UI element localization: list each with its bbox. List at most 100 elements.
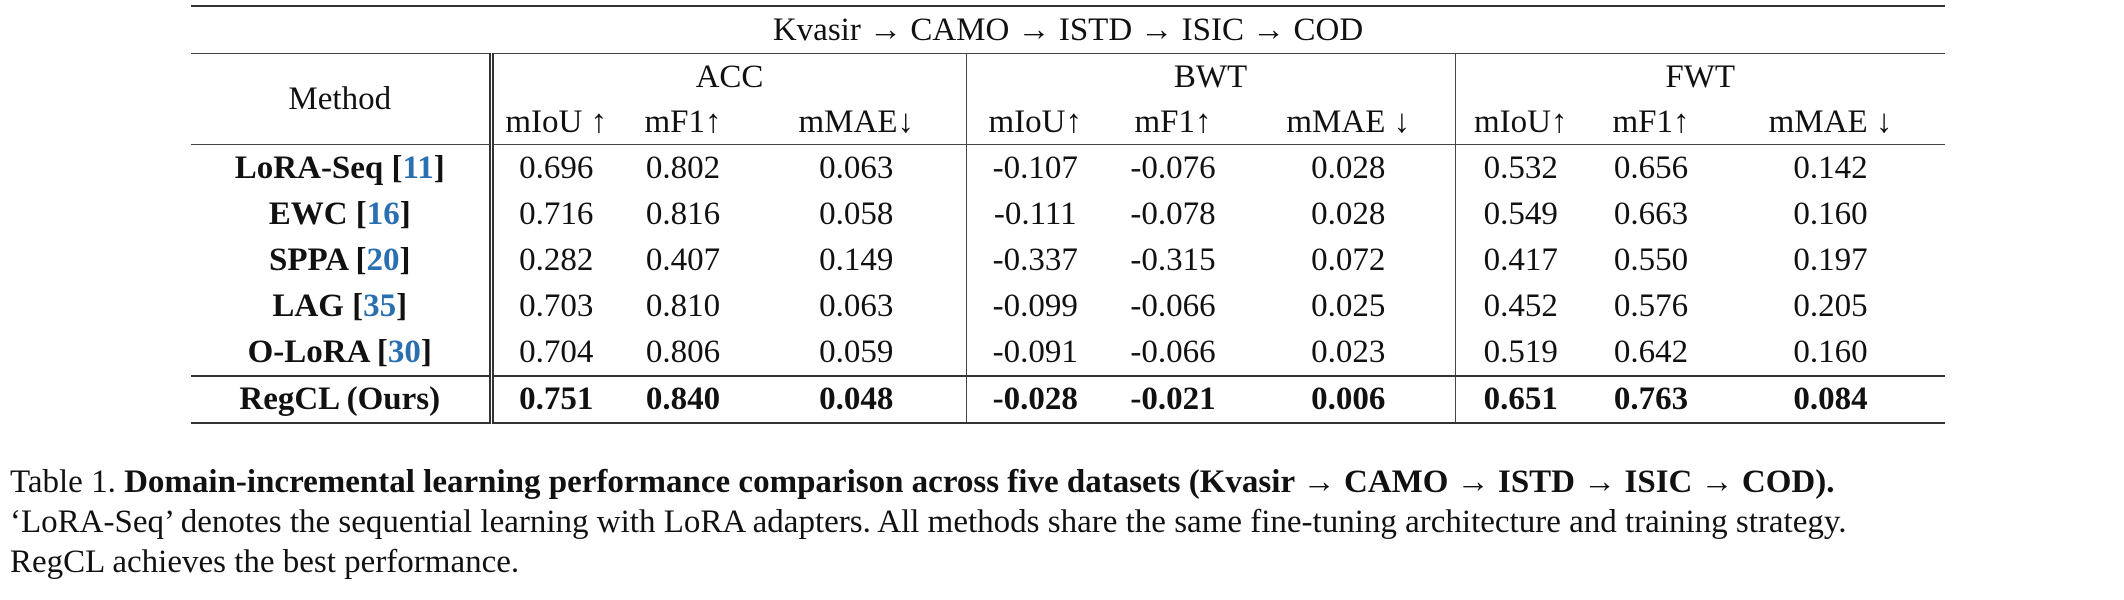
table-cell: 0.651 — [1454, 375, 1586, 424]
table-cell: 0.703 — [488, 283, 619, 329]
table-cell: 0.058 — [819, 195, 894, 232]
table-cell: 0.452 — [1454, 283, 1586, 329]
method-name: O-LoRA [30] — [247, 333, 432, 370]
table-cell: 0.417 — [1454, 237, 1586, 283]
metric-header: mMAE ↓ — [1768, 103, 1893, 140]
group-fwt-header: FWT — [1454, 53, 1946, 100]
table-cell: 0.816 — [645, 195, 721, 232]
table-cell: 0.149 — [819, 241, 894, 278]
table-cell: -0.091 — [965, 329, 1104, 376]
table-cell: 0.205 — [1793, 287, 1868, 324]
table-cell: -0.111 — [965, 191, 1104, 237]
span-title-row: Kvasir → CAMO → ISTD → ISIC → COD — [191, 5, 1946, 54]
table-cell: 0.059 — [819, 333, 894, 370]
table-row: SPPA [20] 0.282 0.407 0.149 -0.337 -0.315 0.07… — [191, 237, 1945, 283]
method-name: SPPA [20] — [269, 241, 411, 278]
table-row: LAG [35] 0.703 0.810 0.063 -0.099 -0.066 0.025… — [191, 283, 1945, 329]
method-name: RegCL (Ours) — [191, 375, 491, 424]
metric-header: mMAE↓ — [798, 103, 915, 140]
span-title: Kvasir → CAMO → ISTD → ISIC → COD — [191, 5, 1946, 54]
method-label: SPPA — [269, 241, 348, 278]
table-cell: 0.197 — [1793, 241, 1868, 278]
metric-header: mIoU↑ — [965, 100, 1104, 145]
table-cell: 0.549 — [1454, 191, 1586, 237]
table-cell: -0.021 — [1104, 375, 1242, 424]
metric-header: mIoU ↑ — [488, 100, 619, 145]
method-name: EWC [16] — [268, 195, 411, 232]
group-bwt-header: BWT — [965, 53, 1455, 100]
table-cell: -0.028 — [965, 375, 1104, 424]
table-cell: 0.063 — [819, 287, 894, 324]
metric-header-row: mIoU ↑ mF1↑ mMAE↓ mIoU↑ mF1↑ mMAE ↓ mIoU… — [191, 100, 1945, 145]
table-row: EWC [16] 0.716 0.816 0.058 -0.111 -0.078 0.028… — [191, 191, 1945, 237]
table-cell: 0.142 — [1716, 144, 1946, 191]
table-cell: 0.084 — [1716, 375, 1946, 424]
table-cell: -0.078 — [1130, 195, 1216, 232]
table-cell: -0.315 — [1130, 241, 1216, 278]
caption-line: ‘LoRA-Seq’ denotes the sequential learni… — [10, 504, 1847, 540]
table-cell: 0.028 — [1311, 195, 1386, 232]
table-cell: 0.763 — [1586, 375, 1716, 424]
results-table: Kvasir → CAMO → ISTD → ISIC → COD Method… — [191, 5, 1946, 424]
citation-link[interactable]: 11 — [402, 149, 434, 186]
table-cell: 0.810 — [645, 287, 721, 324]
table-cell: 0.696 — [488, 144, 619, 191]
method-label: LAG — [272, 287, 344, 324]
table-cell: 0.519 — [1454, 329, 1586, 376]
table-cell: 0.006 — [1242, 375, 1455, 424]
metric-header: mF1↑ — [1612, 103, 1690, 140]
citation-link[interactable]: 30 — [387, 333, 421, 370]
table-cell: 0.802 — [619, 144, 747, 191]
method-label: O-LoRA — [247, 333, 369, 370]
citation-link[interactable]: 16 — [366, 195, 400, 232]
table-cell: 0.840 — [619, 375, 747, 424]
method-header: Method — [191, 53, 491, 145]
table-cell: 0.023 — [1311, 333, 1386, 370]
caption-label: Table 1. — [10, 464, 125, 500]
metric-header: mF1↑ — [1134, 103, 1212, 140]
method-name: LoRA-Seq [11] — [191, 144, 491, 191]
metric-header: mF1↑ — [644, 103, 722, 140]
table-cell: -0.076 — [1104, 144, 1242, 191]
table-cell: -0.066 — [1130, 287, 1216, 324]
table-cell: 0.407 — [645, 241, 721, 278]
metric-header: mIoU↑ — [1454, 100, 1586, 145]
table-cell: 0.806 — [645, 333, 721, 370]
method-name: LAG [35] — [272, 287, 408, 324]
table-cell: 0.028 — [1242, 144, 1455, 191]
group-header-row: Method ACC BWT FWT — [191, 53, 1946, 145]
table-cell: 0.282 — [488, 237, 619, 283]
method-label: LoRA-Seq — [234, 149, 384, 186]
table-cell: 0.532 — [1454, 144, 1586, 191]
table-cell: -0.099 — [965, 283, 1104, 329]
table-cell: 0.751 — [488, 375, 619, 424]
table-cell: 0.063 — [747, 144, 966, 191]
table-row-ours: RegCL (Ours) 0.751 0.840 0.048 -0.028 -0… — [191, 375, 1946, 424]
table-cell: 0.656 — [1586, 144, 1716, 191]
table-cell: 0.642 — [1613, 333, 1689, 370]
table-caption: Table 1. Domain-incremental learning per… — [10, 462, 2120, 582]
table-cell: -0.107 — [965, 144, 1104, 191]
table-body: LoRA-Seq [11] 0.696 0.802 0.063 -0.107 -0.076… — [191, 144, 1946, 376]
table-cell: 0.048 — [747, 375, 966, 424]
table-cell: -0.337 — [965, 237, 1104, 283]
table-cell: 0.716 — [488, 191, 619, 237]
caption-title: Domain-incremental learning performance … — [124, 464, 1835, 500]
caption-line: RegCL achieves the best performance. — [10, 544, 520, 580]
table-cell: 0.160 — [1793, 333, 1868, 370]
table-cell: 0.663 — [1613, 195, 1689, 232]
method-label: EWC — [268, 195, 348, 232]
citation-link[interactable]: 35 — [363, 287, 397, 324]
citation-link[interactable]: 20 — [366, 241, 400, 278]
group-acc-header: ACC — [488, 53, 966, 100]
table-cell: 0.576 — [1613, 287, 1689, 324]
table-cell: 0.704 — [488, 329, 619, 376]
table-cell: 0.072 — [1311, 241, 1386, 278]
table-row: LoRA-Seq [11] 0.696 0.802 0.063 -0.107 -0.076… — [191, 144, 1946, 191]
table-cell: 0.550 — [1613, 241, 1689, 278]
table-row: O-LoRA [30] 0.704 0.806 0.059 -0.091 -0.066 0.… — [191, 329, 1945, 376]
table-cell: -0.066 — [1130, 333, 1216, 370]
metric-header: mMAE ↓ — [1286, 103, 1411, 140]
table-cell: 0.160 — [1793, 195, 1868, 232]
table-cell: 0.025 — [1311, 287, 1386, 324]
